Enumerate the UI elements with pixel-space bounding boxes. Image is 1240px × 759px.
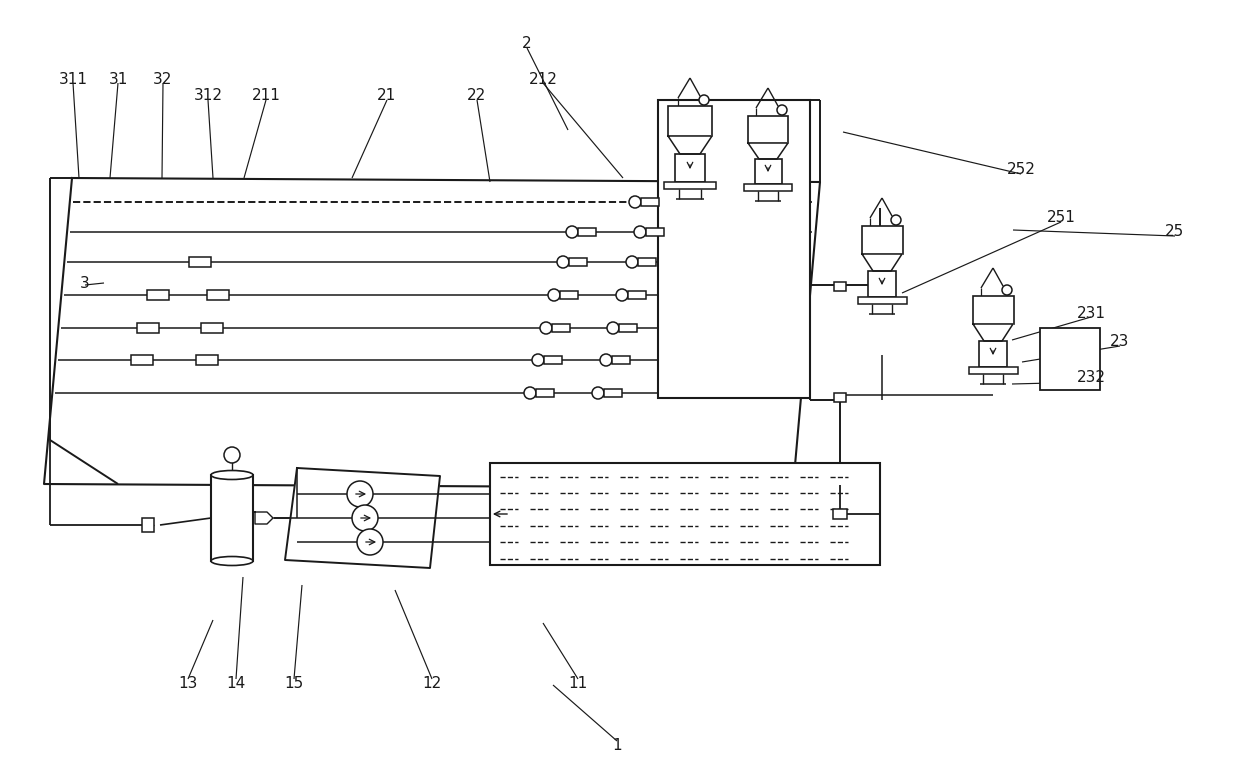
Circle shape <box>224 447 241 463</box>
Polygon shape <box>43 178 820 488</box>
Bar <box>143 518 154 532</box>
Text: 23: 23 <box>1110 335 1130 349</box>
Bar <box>646 228 663 236</box>
Circle shape <box>892 215 901 225</box>
Bar <box>578 228 596 236</box>
Bar <box>490 463 880 565</box>
Bar <box>973 296 1014 324</box>
Circle shape <box>557 256 569 268</box>
Bar <box>868 271 897 297</box>
Bar <box>641 198 658 206</box>
Bar <box>207 290 229 300</box>
Bar <box>196 355 218 365</box>
Bar <box>201 323 223 333</box>
Circle shape <box>352 505 378 531</box>
Circle shape <box>777 105 787 115</box>
Bar <box>663 182 715 189</box>
Bar <box>862 226 903 254</box>
Bar <box>833 509 847 519</box>
Polygon shape <box>668 136 712 154</box>
Bar <box>560 291 578 299</box>
Bar <box>136 323 159 333</box>
Circle shape <box>616 289 627 301</box>
Bar <box>668 106 712 136</box>
Bar <box>604 389 622 397</box>
Text: 25: 25 <box>1166 225 1184 240</box>
Circle shape <box>525 387 536 399</box>
Bar <box>639 258 656 266</box>
Circle shape <box>565 226 578 238</box>
Text: 1: 1 <box>613 738 621 752</box>
Bar <box>658 100 810 398</box>
Bar <box>211 475 253 561</box>
Bar <box>858 297 906 304</box>
Polygon shape <box>862 254 901 271</box>
Circle shape <box>600 354 613 366</box>
Text: 252: 252 <box>1007 162 1035 178</box>
Bar <box>835 393 846 402</box>
Bar <box>627 291 646 299</box>
Text: 11: 11 <box>568 676 588 691</box>
Bar <box>619 324 637 332</box>
Bar <box>188 257 211 267</box>
Circle shape <box>548 289 560 301</box>
Text: 212: 212 <box>528 71 558 87</box>
Bar <box>552 324 570 332</box>
Bar <box>613 356 630 364</box>
Circle shape <box>699 95 709 105</box>
Text: 311: 311 <box>58 71 88 87</box>
Text: 211: 211 <box>252 89 280 103</box>
Circle shape <box>1002 285 1012 295</box>
Text: 232: 232 <box>1076 370 1106 386</box>
Text: 31: 31 <box>108 71 128 87</box>
Text: 13: 13 <box>179 676 197 691</box>
Bar <box>980 341 1007 367</box>
Bar <box>748 116 787 143</box>
Bar <box>1040 328 1100 390</box>
Circle shape <box>608 322 619 334</box>
Circle shape <box>634 226 646 238</box>
Text: 12: 12 <box>423 676 441 691</box>
Circle shape <box>626 256 639 268</box>
Ellipse shape <box>211 556 253 565</box>
Text: 22: 22 <box>467 89 486 103</box>
Bar <box>968 367 1018 374</box>
Circle shape <box>532 354 544 366</box>
Polygon shape <box>255 512 273 524</box>
Polygon shape <box>748 143 787 159</box>
Circle shape <box>629 196 641 208</box>
Text: 14: 14 <box>227 676 246 691</box>
Circle shape <box>539 322 552 334</box>
Text: 21: 21 <box>377 89 397 103</box>
Circle shape <box>357 529 383 555</box>
Bar <box>536 389 554 397</box>
Text: 251: 251 <box>1047 210 1075 225</box>
Text: 231: 231 <box>1076 306 1106 320</box>
Circle shape <box>591 387 604 399</box>
Text: 15: 15 <box>284 676 304 691</box>
Text: 312: 312 <box>193 89 222 103</box>
Bar <box>569 258 587 266</box>
Text: 2: 2 <box>522 36 532 52</box>
Bar <box>755 159 782 184</box>
Bar <box>131 355 153 365</box>
Bar <box>148 290 169 300</box>
Polygon shape <box>973 324 1013 341</box>
Bar <box>675 154 706 182</box>
Circle shape <box>347 481 373 507</box>
Bar <box>544 356 562 364</box>
Text: 32: 32 <box>154 71 172 87</box>
Bar <box>744 184 792 191</box>
Polygon shape <box>285 468 440 568</box>
Ellipse shape <box>211 471 253 480</box>
Text: 3: 3 <box>81 276 89 291</box>
Bar <box>835 282 846 291</box>
